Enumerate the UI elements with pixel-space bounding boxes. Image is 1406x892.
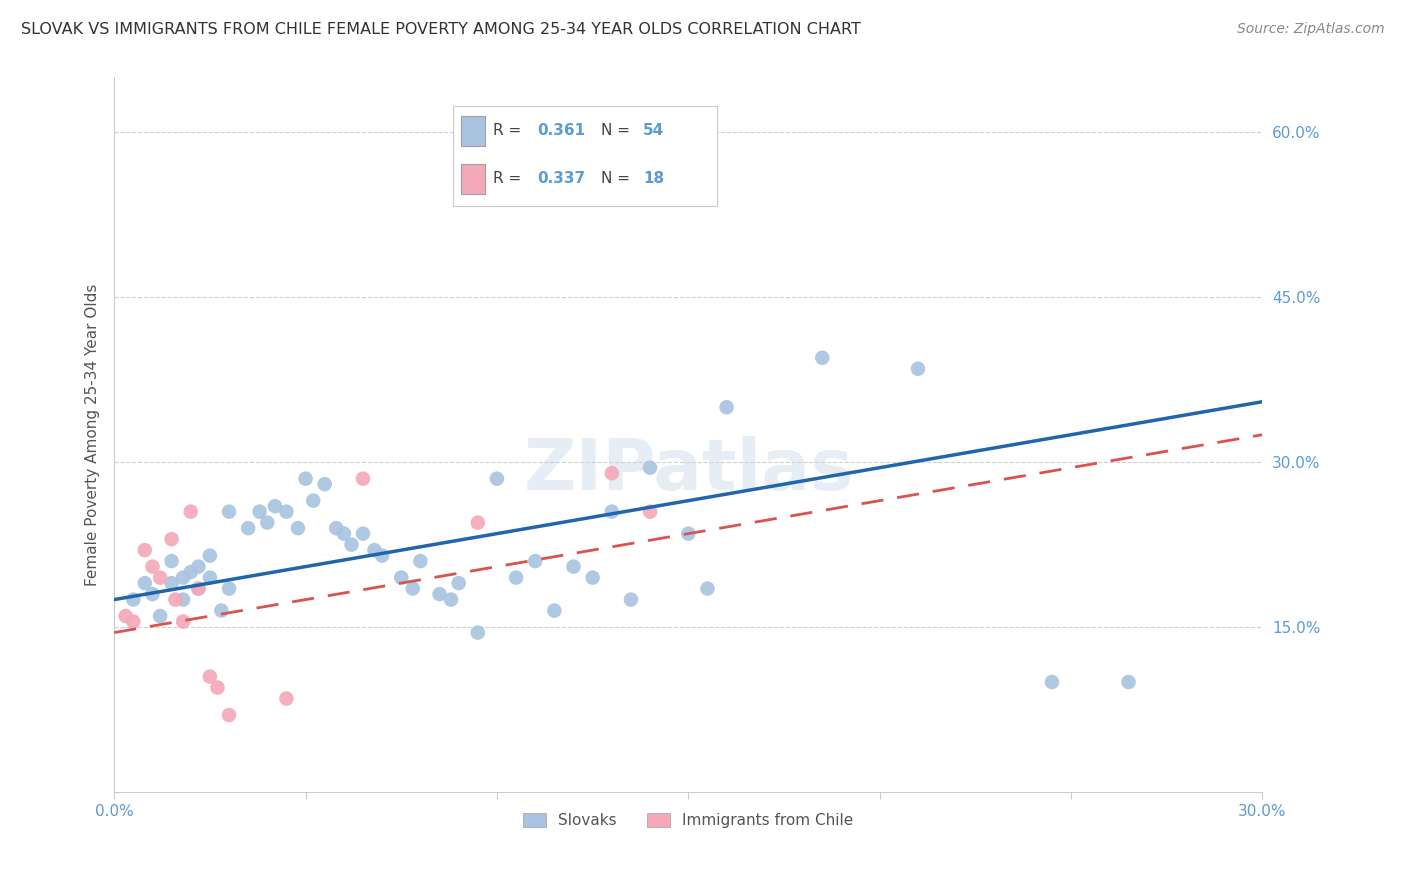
- Point: [389, 571, 412, 585]
- Point: [543, 604, 565, 618]
- Point: [149, 609, 172, 624]
- Point: [402, 582, 425, 596]
- Point: [524, 554, 547, 568]
- Point: [187, 559, 209, 574]
- Text: Source: ZipAtlas.com: Source: ZipAtlas.com: [1237, 22, 1385, 37]
- Point: [172, 592, 194, 607]
- Point: [582, 571, 605, 585]
- Point: [907, 361, 929, 376]
- Point: [485, 472, 508, 486]
- Point: [276, 691, 298, 706]
- Point: [620, 592, 643, 607]
- Point: [371, 549, 394, 563]
- Point: [249, 505, 271, 519]
- Point: [218, 582, 240, 596]
- Point: [600, 505, 623, 519]
- Point: [638, 460, 661, 475]
- Point: [302, 493, 325, 508]
- Text: ZIPatlas: ZIPatlas: [523, 436, 853, 505]
- Y-axis label: Female Poverty Among 25-34 Year Olds: Female Poverty Among 25-34 Year Olds: [86, 284, 100, 586]
- Point: [562, 559, 585, 574]
- Point: [160, 576, 183, 591]
- Point: [678, 526, 700, 541]
- Point: [198, 571, 221, 585]
- Point: [160, 554, 183, 568]
- Text: SLOVAK VS IMMIGRANTS FROM CHILE FEMALE POVERTY AMONG 25-34 YEAR OLDS CORRELATION: SLOVAK VS IMMIGRANTS FROM CHILE FEMALE P…: [21, 22, 860, 37]
- Point: [716, 401, 738, 415]
- Point: [429, 587, 451, 601]
- Point: [122, 592, 145, 607]
- Point: [165, 592, 187, 607]
- Point: [447, 576, 470, 591]
- Point: [352, 472, 374, 486]
- Point: [187, 582, 209, 596]
- Point: [505, 571, 527, 585]
- Point: [325, 521, 347, 535]
- Point: [467, 516, 489, 530]
- Point: [333, 526, 356, 541]
- Point: [172, 615, 194, 629]
- Point: [218, 708, 240, 723]
- Point: [696, 582, 718, 596]
- Point: [294, 472, 316, 486]
- Point: [600, 466, 623, 480]
- Point: [1040, 675, 1063, 690]
- Point: [134, 543, 156, 558]
- Point: [1118, 675, 1140, 690]
- Point: [198, 549, 221, 563]
- Point: [811, 351, 834, 365]
- Point: [187, 582, 209, 596]
- Point: [236, 521, 259, 535]
- Point: [134, 576, 156, 591]
- Point: [180, 505, 202, 519]
- Point: [264, 499, 287, 513]
- Point: [209, 604, 232, 618]
- Point: [276, 505, 298, 519]
- Point: [340, 538, 363, 552]
- Legend: Slovaks, Immigrants from Chile: Slovaks, Immigrants from Chile: [517, 807, 860, 834]
- Point: [198, 669, 221, 683]
- Point: [114, 609, 136, 624]
- Point: [141, 559, 163, 574]
- Point: [363, 543, 385, 558]
- Point: [409, 554, 432, 568]
- Point: [122, 615, 145, 629]
- Point: [467, 625, 489, 640]
- Point: [352, 526, 374, 541]
- Point: [218, 505, 240, 519]
- Point: [207, 681, 229, 695]
- Point: [180, 565, 202, 579]
- Point: [638, 505, 661, 519]
- Point: [160, 532, 183, 546]
- Point: [440, 592, 463, 607]
- Point: [287, 521, 309, 535]
- Point: [256, 516, 278, 530]
- Point: [314, 477, 336, 491]
- Point: [141, 587, 163, 601]
- Point: [172, 571, 194, 585]
- Point: [149, 571, 172, 585]
